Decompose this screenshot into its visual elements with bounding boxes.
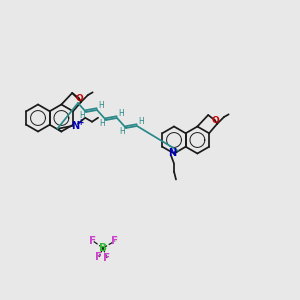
Text: H: H bbox=[138, 118, 144, 127]
Text: O: O bbox=[212, 116, 220, 124]
Text: O: O bbox=[76, 94, 84, 103]
Text: N: N bbox=[168, 148, 176, 158]
Text: F: F bbox=[95, 252, 103, 262]
Text: B: B bbox=[99, 243, 107, 253]
Text: H: H bbox=[119, 128, 125, 136]
Text: H: H bbox=[118, 110, 124, 118]
Text: F: F bbox=[111, 236, 118, 246]
Text: H: H bbox=[98, 101, 104, 110]
Text: N: N bbox=[71, 121, 79, 131]
Text: +: + bbox=[77, 118, 83, 127]
Text: F: F bbox=[89, 236, 97, 246]
Text: H: H bbox=[99, 119, 105, 128]
Text: F: F bbox=[103, 253, 111, 263]
Text: H: H bbox=[79, 112, 85, 121]
